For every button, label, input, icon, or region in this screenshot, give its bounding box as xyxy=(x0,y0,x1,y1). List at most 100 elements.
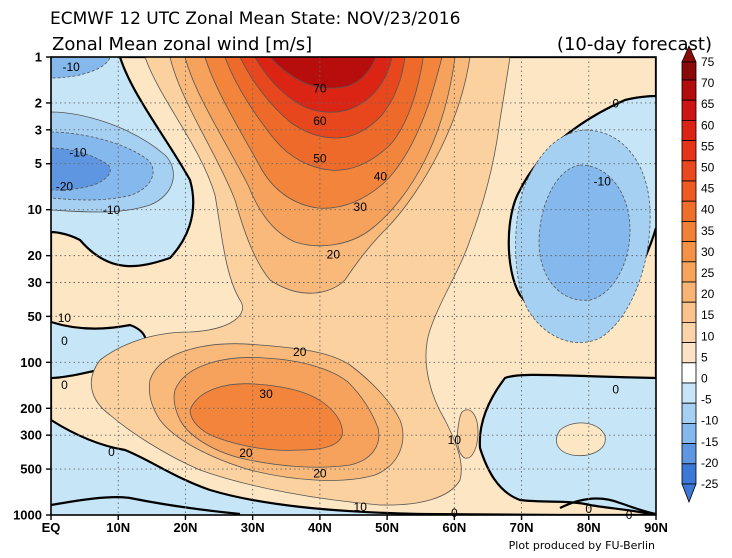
colorbar-label: -5 xyxy=(701,393,712,407)
x-tick-label: 50N xyxy=(375,520,399,535)
grid-lines xyxy=(51,57,656,515)
colorbar-label: 45 xyxy=(701,182,715,196)
colorbar-label: 15 xyxy=(701,308,715,322)
y-tick-label: 1000 xyxy=(13,508,42,523)
colorbar-label: -15 xyxy=(701,435,719,449)
contour-labels: -10 -10 -20 -10 70 60 50 40 30 20 -10 0 10 0 0 20 30 20 20… xyxy=(56,60,633,522)
x-tick-label: 20N xyxy=(174,520,198,535)
contour-label: 40 xyxy=(374,169,388,183)
contour-label: -10 xyxy=(594,175,612,189)
contour-label: 0 xyxy=(451,506,458,520)
y-tick-label: 1 xyxy=(35,50,42,65)
contour-label: 20 xyxy=(313,466,327,480)
colorbar-label: 55 xyxy=(701,139,715,153)
colorbar-segment xyxy=(681,281,697,303)
colorbar-segment xyxy=(681,99,697,121)
colorbar-label: 35 xyxy=(701,224,715,238)
y-tick-label: 500 xyxy=(20,462,42,477)
colorbar-segment xyxy=(681,160,697,182)
contour-line-zero-bottom-right xyxy=(559,497,656,515)
colorbar-segment xyxy=(681,79,697,101)
contour-label: 0 xyxy=(612,96,619,110)
contour-label: 10 xyxy=(448,433,462,447)
colorbar-label: -20 xyxy=(701,456,719,470)
colorbar-label: 25 xyxy=(701,266,715,280)
colorbar-segment xyxy=(681,362,697,384)
chart-subtitle: Zonal Mean zonal wind [m/s] xyxy=(52,34,312,55)
colorbar-label: 70 xyxy=(701,76,715,90)
colorbar-segment xyxy=(681,120,697,142)
colorbar-label: -25 xyxy=(701,477,719,491)
contour-label: 50 xyxy=(313,152,327,166)
colorbar-segment xyxy=(681,180,697,202)
colorbar-label: 65 xyxy=(701,97,715,111)
y-tick-label: 20 xyxy=(28,248,42,263)
x-tick-label: 30N xyxy=(241,520,265,535)
contour-label: 20 xyxy=(293,345,307,359)
contour-fill-70 xyxy=(269,57,377,89)
plot-frame xyxy=(50,56,657,516)
x-tick-label: 70N xyxy=(510,520,534,535)
plot-area xyxy=(51,57,656,515)
contour-fill-neg10-top xyxy=(51,57,111,79)
contour-fill-30 xyxy=(189,57,443,451)
contour-label: 0 xyxy=(61,378,68,392)
colorbar-segment xyxy=(681,61,697,81)
colorbar: 757065605550454035302520151050-5-10-15-2… xyxy=(681,45,719,504)
colorbar-segment xyxy=(681,463,697,485)
x-tick-label: 10N xyxy=(106,520,130,535)
contour-label: -10 xyxy=(103,203,121,217)
colorbar-label: 30 xyxy=(701,245,715,259)
colorbar-segment xyxy=(681,402,697,424)
colorbar-label: 5 xyxy=(701,350,708,364)
y-tick-label: 100 xyxy=(20,355,42,370)
contour-line-zero-lower xyxy=(51,495,241,515)
x-tick-label: 80N xyxy=(577,520,601,535)
colorbar-segment xyxy=(681,443,697,465)
y-tick-label: 2 xyxy=(35,95,42,110)
x-tick-label: 90N xyxy=(644,520,668,535)
contour-label: 10 xyxy=(354,500,368,514)
contour-label: 0 xyxy=(585,502,592,516)
colorbar-label: 75 xyxy=(701,55,715,69)
contour-label: 20 xyxy=(239,446,253,460)
contour-label: 0 xyxy=(626,508,633,522)
y-tick-label: 3 xyxy=(35,122,42,137)
forecast-label: (10-day forecast) xyxy=(557,34,712,55)
contour-fill-10-60n-island xyxy=(456,409,479,459)
contour-label: 10 xyxy=(58,311,72,325)
colorbar-label: 50 xyxy=(701,161,715,175)
colorbar-segment xyxy=(681,342,697,364)
contour-label: -20 xyxy=(56,180,74,194)
contour-fill-neg10-polar xyxy=(538,164,631,301)
contour-fill-neg20-tropics xyxy=(51,147,111,191)
contour-label: 30 xyxy=(354,200,368,214)
colorbar-segment xyxy=(681,301,697,323)
colorbar-segment xyxy=(681,220,697,242)
y-axis: 1 2 3 5 10 20 30 50 100 200 300 500 1000 xyxy=(13,50,51,523)
colorbar-segment xyxy=(681,422,697,444)
colorbar-segment xyxy=(681,261,697,283)
colorbar-segment xyxy=(681,321,697,343)
colorbar-segment xyxy=(681,241,697,263)
contour-label: -10 xyxy=(69,146,87,160)
colorbar-label: 0 xyxy=(701,372,708,386)
contour-label: 0 xyxy=(61,334,68,348)
colorbar-segment xyxy=(681,382,697,404)
y-tick-label: 300 xyxy=(20,428,42,443)
contour-fill-5-80n-island xyxy=(556,422,606,457)
colorbar-label: 40 xyxy=(701,203,715,217)
colorbar-segment xyxy=(681,200,697,222)
colorbar-label: -10 xyxy=(701,414,719,428)
colorbar-label: 20 xyxy=(701,287,715,301)
colorbar-segment xyxy=(681,140,697,162)
y-tick-label: 30 xyxy=(28,275,42,290)
contour-label: -10 xyxy=(62,60,80,74)
contour-label: 70 xyxy=(313,82,327,96)
y-tick-label: 5 xyxy=(35,156,42,171)
colorbar-label: 60 xyxy=(701,118,715,132)
y-tick-label: 10 xyxy=(28,202,42,217)
x-tick-label: EQ xyxy=(42,520,61,535)
contour-label: 60 xyxy=(313,114,327,128)
